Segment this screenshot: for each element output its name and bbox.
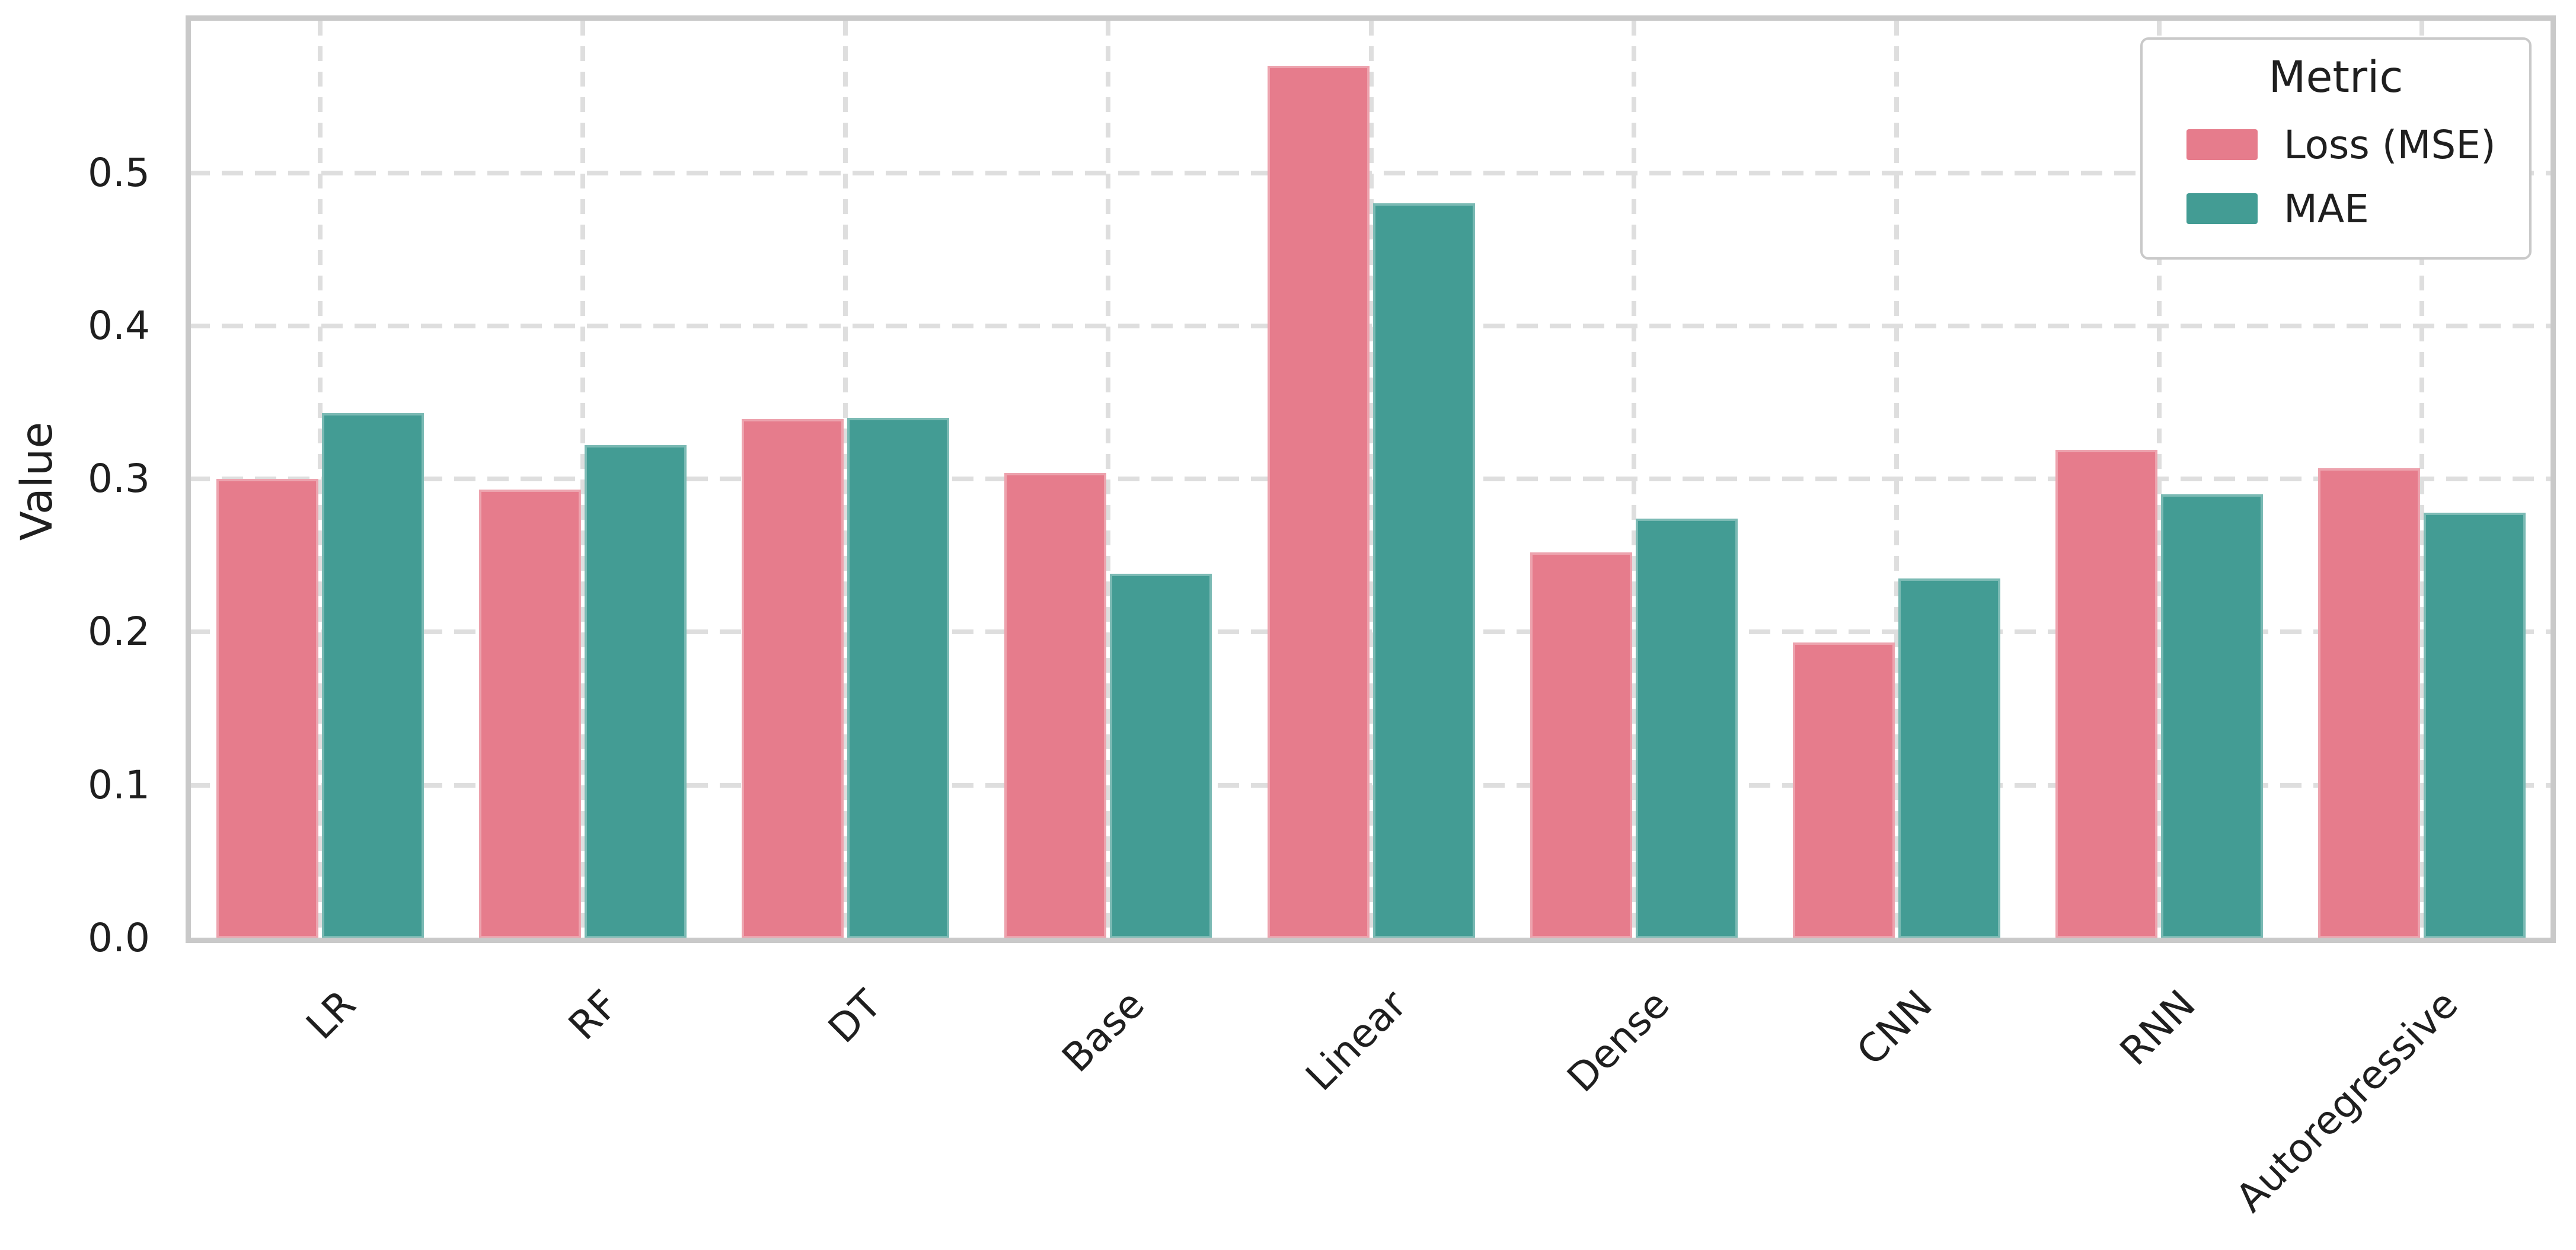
x-tick-label-DT: DT: [819, 981, 890, 1052]
gridline-vertical-Linear: [1368, 21, 1374, 938]
bar-loss-mse-linear: [1267, 65, 1370, 938]
gridline-vertical-Dense: [1631, 21, 1636, 938]
bar-mae-rf: [584, 445, 687, 938]
y-tick-label-0.3: 0.3: [88, 456, 150, 502]
x-tick-label-Base: Base: [1053, 981, 1153, 1081]
legend-item-mae: MAE: [2143, 183, 2529, 234]
bar-loss-mse-base: [1004, 472, 1107, 938]
gridline-vertical-RF: [580, 21, 585, 938]
y-axis-label: Value: [12, 421, 62, 541]
legend-swatch-mae: [2186, 193, 2258, 224]
bar-mae-dense: [1635, 519, 1738, 938]
bar-mae-lr: [321, 413, 424, 938]
y-tick-label-0.0: 0.0: [88, 915, 150, 961]
gridline-vertical-Base: [1106, 21, 1111, 938]
gridline-vertical-DT: [843, 21, 848, 938]
legend-label-mae: MAE: [2284, 186, 2369, 232]
bar-mae-cnn: [1898, 578, 2000, 938]
bar-mae-dt: [847, 417, 950, 938]
bar-loss-mse-rf: [478, 490, 581, 938]
bar-mae-rnn: [2161, 494, 2264, 938]
legend: Metric Loss (MSE) MAE: [2140, 37, 2532, 260]
y-tick-label-0.4: 0.4: [88, 302, 150, 349]
bar-mae-linear: [1372, 203, 1475, 938]
bar-loss-mse-rnn: [2055, 450, 2158, 938]
bar-loss-mse-lr: [216, 479, 318, 938]
bar-mae-base: [1110, 574, 1212, 938]
bar-mae-autoregressive: [2424, 512, 2526, 938]
bar-loss-mse-autoregressive: [2318, 468, 2421, 938]
gridline-vertical-LR: [317, 21, 323, 938]
bar-loss-mse-dense: [1530, 552, 1632, 938]
legend-title: Metric: [2268, 52, 2403, 103]
bar-loss-mse-cnn: [1792, 642, 1895, 938]
y-tick-label-0.1: 0.1: [88, 762, 150, 808]
y-tick-label-0.2: 0.2: [88, 609, 150, 655]
x-tick-label-Autoregressive: Autoregressive: [2227, 981, 2467, 1221]
x-tick-label-Dense: Dense: [1559, 981, 1678, 1101]
legend-swatch-loss-mse: [2186, 129, 2258, 160]
gridline-vertical-CNN: [1894, 21, 1899, 938]
legend-label-loss-mse: Loss (MSE): [2284, 122, 2496, 168]
gridline-vertical-Autoregressive: [2419, 21, 2425, 938]
x-tick-label-CNN: CNN: [1848, 981, 1942, 1075]
x-tick-label-RF: RF: [560, 981, 627, 1049]
bar-loss-mse-dt: [742, 419, 844, 938]
gridline-vertical-RNN: [2157, 21, 2162, 938]
x-tick-label-Linear: Linear: [1297, 981, 1416, 1100]
x-tick-label-LR: LR: [297, 981, 365, 1048]
x-tick-label-RNN: RNN: [2111, 981, 2204, 1075]
legend-item-loss-mse: Loss (MSE): [2143, 119, 2529, 170]
y-tick-label-0.5: 0.5: [88, 149, 150, 196]
